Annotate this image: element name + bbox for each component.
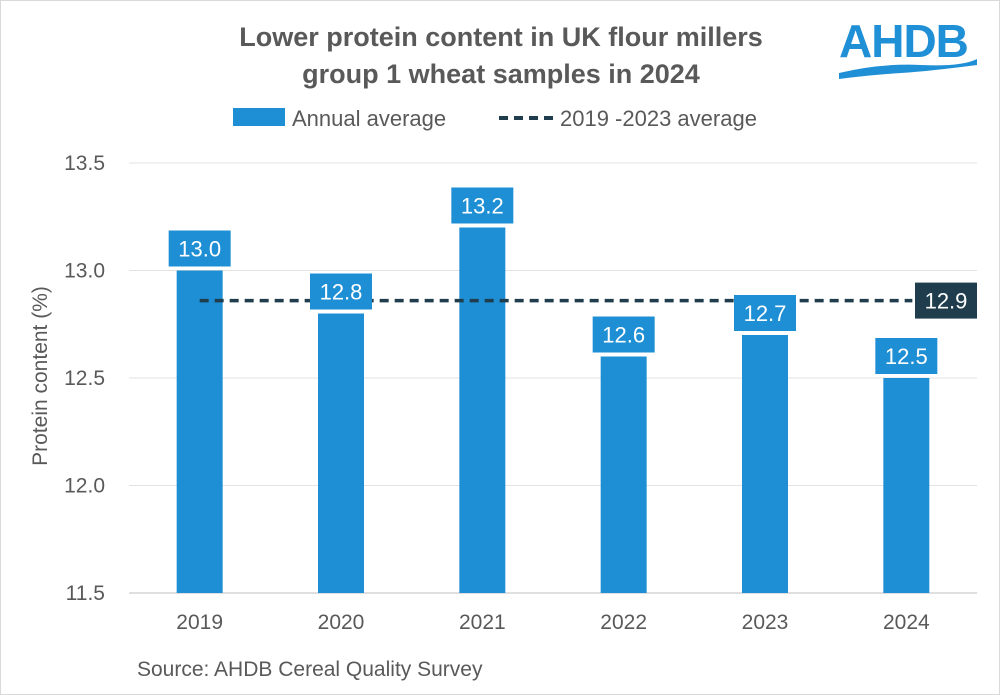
y-tick-label: 13.5 (64, 152, 105, 175)
data-labels: 13.0 12.8 13.2 12.6 12.7 12.5 (168, 187, 938, 374)
reference-label-box (915, 282, 977, 319)
bar (600, 356, 647, 593)
legend-label-annual: Annual average (292, 106, 446, 131)
logo-wave (839, 59, 977, 79)
bar (883, 378, 930, 593)
x-tick-label: 2021 (459, 611, 506, 634)
source-note: Source: AHDB Cereal Quality Survey (137, 658, 483, 681)
y-axis-title: Protein content (%) (29, 286, 52, 466)
gridlines (129, 162, 977, 594)
legend-swatch-annual (233, 108, 285, 126)
y-tick-label: 12.0 (64, 475, 105, 498)
data-label-box (592, 316, 655, 353)
bar (742, 335, 788, 593)
data-label: 13.2 (461, 194, 504, 219)
x-tick-label: 2022 (600, 611, 647, 634)
data-label-box (734, 295, 796, 331)
y-tick-label: 13.0 (64, 260, 105, 283)
bar (318, 313, 364, 593)
x-axis-ticks: 2019 2020 2021 2022 2023 2024 (176, 611, 930, 634)
x-tick-label: 2020 (318, 611, 365, 634)
data-label-box (451, 187, 514, 224)
bar (459, 227, 506, 593)
logo-text: AHDB (839, 15, 968, 67)
chart-title-line-2: group 1 wheat samples in 2024 (302, 59, 700, 89)
chart-title-line-1: Lower protein content in UK flour miller… (239, 22, 763, 52)
data-label-box (168, 230, 231, 267)
data-label: 12.7 (744, 301, 787, 326)
data-label: 12.8 (320, 280, 363, 305)
bar (176, 270, 223, 593)
data-label: 12.6 (602, 323, 645, 348)
legend-label-average: 2019 -2023 average (560, 106, 757, 131)
x-tick-label: 2024 (883, 611, 930, 634)
x-tick-label: 2023 (742, 611, 789, 634)
data-label: 13.0 (178, 237, 221, 262)
y-tick-label: 11.5 (66, 582, 105, 605)
reference-label: 12.9 (925, 289, 968, 314)
x-tick-label: 2019 (176, 611, 223, 634)
data-label: 12.5 (885, 344, 928, 369)
data-label-box (875, 338, 938, 374)
data-label-box (310, 273, 372, 310)
ahdb-logo: AHDB (839, 15, 977, 79)
legend: Annual average 2019 -2023 average (233, 106, 757, 131)
y-tick-label: 12.5 (64, 367, 105, 390)
y-axis-ticks: 11.5 12.0 12.5 13.0 13.5 (64, 152, 105, 605)
bars (176, 227, 930, 593)
